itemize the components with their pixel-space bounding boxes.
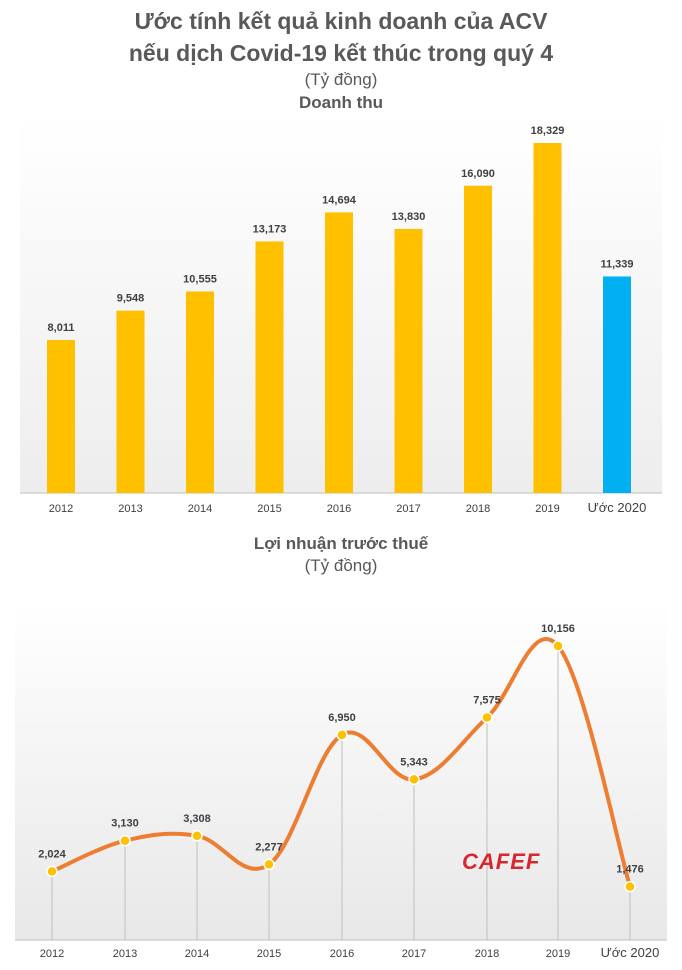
revenue-data-label: 14,694 [322,194,357,206]
revenue-chart-title: Doanh thu [298,93,384,112]
profit-marker [263,858,275,871]
revenue-bar [255,241,284,493]
profit-data-label: 1,476 [616,864,644,876]
profit-data-label: 5,343 [400,756,428,768]
profit-tick-label: 2014 [185,948,209,960]
profit-marker [408,773,420,786]
profit-data-label: 2,024 [38,848,66,860]
revenue-tick-label: 2019 [535,503,559,515]
revenue-tick-label: 2012 [49,503,73,515]
revenue-tick-label: 2015 [257,503,281,515]
profit-chart-title: Lợi nhuận trước thuế [253,534,429,553]
revenue-data-label: 9,548 [117,293,145,305]
profit-marker [119,834,131,847]
revenue-bar [394,228,423,493]
unit-label-top: (Tỷ đồng) [304,70,378,89]
revenue-data-label: 10,555 [183,273,217,285]
revenue-bar [603,276,631,493]
profit-tick-label: 2016 [330,948,354,960]
profit-data-label: 10,156 [541,623,575,635]
revenue-data-label: 18,329 [531,125,565,137]
profit-data-label: 7,575 [473,695,501,707]
profit-marker [46,865,58,878]
chart-title-line1: Ước tính kết quả kinh doanh của ACV [134,8,548,34]
revenue-tick-label: Ước 2020 [588,500,647,515]
revenue-tick-label: 2014 [188,503,212,515]
profit-plot-background [15,600,667,940]
profit-data-label: 3,130 [111,818,139,830]
revenue-data-label: 8,011 [48,322,75,334]
revenue-bar [186,291,214,493]
profit-tick-label: 2018 [475,948,499,960]
profit-marker [336,729,348,741]
profit-marker [624,880,636,893]
cafef-logo: CAFEF [462,849,541,874]
revenue-bar [116,310,145,493]
profit-tick-label: Ước 2020 [601,945,660,960]
profit-data-label: 2,277 [255,841,283,853]
profit-marker [552,640,564,652]
chart-title-line2: nếu dịch Covid-19 kết thúc trong quý 4 [128,40,554,66]
profit-data-label: 3,308 [183,813,211,825]
revenue-bar [464,185,492,494]
revenue-data-label: 11,339 [600,258,633,270]
profit-marker [191,830,203,842]
revenue-bar [325,212,353,493]
revenue-bar [533,143,562,493]
profit-marker [481,711,493,724]
profit-tick-label: 2013 [113,948,137,960]
revenue-tick-label: 2017 [396,503,420,515]
revenue-tick-label: 2018 [466,503,490,515]
profit-tick-label: 2017 [402,948,426,960]
profit-tick-label: 2019 [546,948,570,960]
unit-label-bottom: (Tỷ đồng) [304,556,378,575]
profit-tick-label: 2012 [40,948,64,960]
revenue-data-label: 16,090 [461,168,495,180]
revenue-data-label: 13,173 [253,223,287,235]
revenue-bar-chart: 8,011 2012 9,548 2013 10,555 2014 13,173 2015 14… [20,115,662,515]
revenue-bar [47,340,75,493]
revenue-tick-label: 2013 [118,503,142,515]
revenue-tick-label: 2016 [327,503,351,515]
revenue-data-label: 13,830 [392,211,426,223]
profit-tick-label: 2015 [257,948,281,960]
profit-data-label: 6,950 [328,712,356,724]
